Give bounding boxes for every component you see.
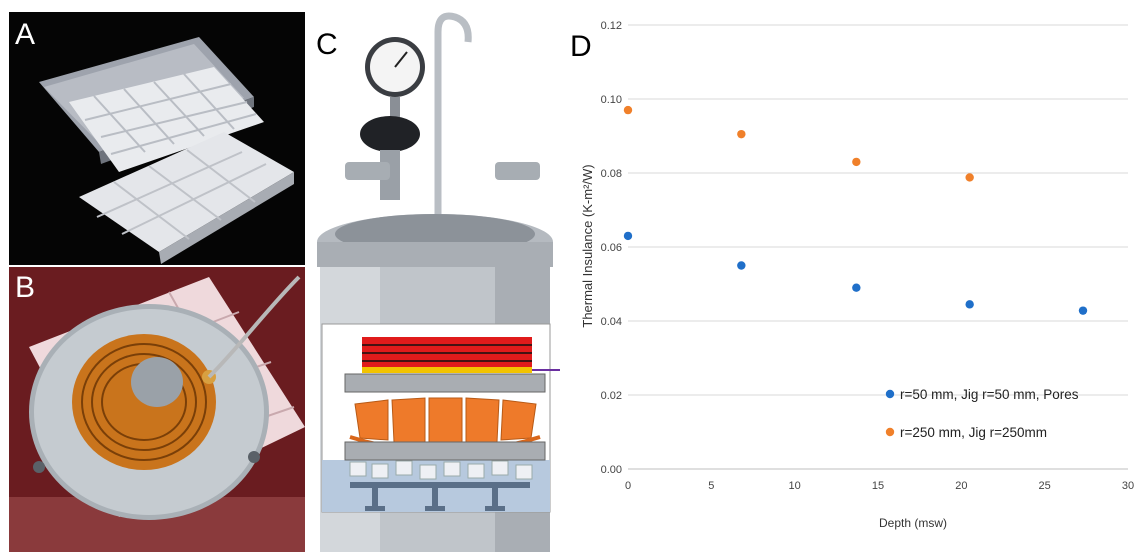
y-axis-title: Thermal Insulance (K-m²/W)	[580, 164, 595, 327]
y-tick-label: 0.04	[601, 316, 622, 328]
x-tick-label: 30	[1122, 480, 1134, 492]
y-tick-label: 0.08	[601, 168, 622, 180]
y-tick-label: 0.12	[601, 20, 622, 32]
y-tick-label: 0.00	[601, 464, 622, 476]
y-tick-label: 0.06	[601, 242, 622, 254]
panel-b-letter: B	[15, 271, 36, 304]
x-tick-label: 5	[708, 480, 714, 492]
data-point-series-2	[965, 173, 974, 182]
x-tick-label: 10	[789, 480, 801, 492]
pressure-vessel-illustration	[317, 12, 560, 552]
data-point-series-1	[852, 283, 861, 292]
x-tick-label: 25	[1039, 480, 1051, 492]
panel-d-letter: D	[570, 30, 592, 63]
legend-label: r=250 mm, Jig r=250mm	[900, 425, 1047, 440]
data-point-series-2	[623, 105, 633, 115]
panel-a-photo: A	[9, 12, 305, 265]
panel-a-letter: A	[15, 18, 36, 51]
heater-plate-illustration	[9, 267, 305, 552]
panel-d-chart: D 0.00 0.02 0.04 0.06 0.08 0.10 0.12 0 5 10 15 20 25…	[570, 0, 1142, 554]
data-point-series-1	[965, 300, 974, 309]
x-tick-label: 15	[872, 480, 884, 492]
y-tick-label: 0.10	[601, 94, 622, 106]
data-point-series-1	[623, 231, 633, 241]
x-axis-title: Depth (msw)	[879, 516, 947, 530]
scatter-chart: 0.00 0.02 0.04 0.06 0.08 0.10 0.12 0 5 10 15 20 25 30…	[580, 20, 1134, 530]
panel-b-photo: B	[9, 267, 305, 552]
x-tick-label: 0	[625, 480, 631, 492]
data-point-series-1	[1078, 306, 1088, 315]
x-tick-label: 20	[955, 480, 967, 492]
data-point-series-1	[737, 261, 746, 270]
data-point-series-2	[737, 129, 746, 139]
legend-label: r=50 mm, Jig r=50 mm, Pores	[900, 387, 1079, 402]
legend-marker	[885, 389, 895, 399]
legend-marker	[885, 427, 895, 437]
data-point-series-2	[852, 157, 861, 167]
panel-c-letter: C	[316, 28, 338, 61]
foam-tile-trays-illustration	[9, 12, 305, 265]
y-tick-label: 0.02	[601, 390, 622, 402]
panel-c-pressure-vessel: C	[310, 12, 560, 552]
